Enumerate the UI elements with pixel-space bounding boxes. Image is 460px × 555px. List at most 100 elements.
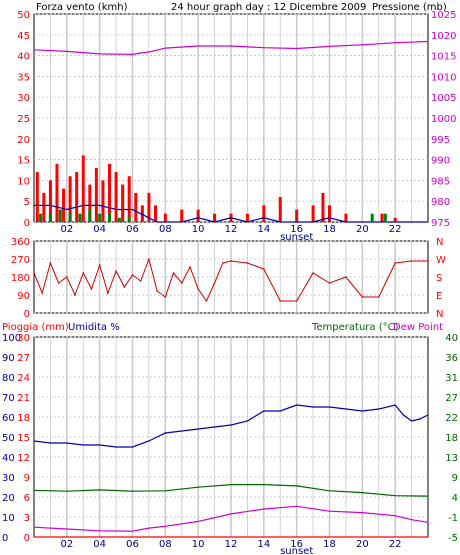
temperature-point xyxy=(230,483,232,486)
chart-title: 24 hour graph day : 12 Dicembre 2009 xyxy=(171,2,366,13)
gust-point xyxy=(82,204,84,206)
wind-bar xyxy=(35,172,39,222)
direction-point xyxy=(41,292,44,294)
direction-point xyxy=(328,282,331,284)
wind-bar xyxy=(121,184,125,222)
pressure-line xyxy=(33,40,429,56)
direction-point xyxy=(189,266,191,268)
dewpoint-point xyxy=(66,528,68,530)
temp-tick-label: 36 xyxy=(445,353,458,364)
humidity-tick-label: 10 xyxy=(2,513,15,524)
gust-point xyxy=(361,221,363,223)
temperature-axis-title: Temperatura (°C) xyxy=(311,322,399,333)
wind-xtick-label: 12 xyxy=(225,224,238,235)
compass-label: E xyxy=(436,291,442,302)
direction-point xyxy=(90,288,93,290)
wind-bar xyxy=(55,163,59,222)
humidity-tick-label: 40 xyxy=(2,453,15,464)
compass-label: N xyxy=(436,237,443,248)
direction-point xyxy=(57,282,60,284)
humidity-point xyxy=(99,444,101,446)
direction-point xyxy=(410,260,413,262)
pressure-point xyxy=(230,45,232,47)
gust-point xyxy=(156,221,158,223)
pressure-tick-label: 985 xyxy=(431,176,450,187)
humidity-point xyxy=(378,408,380,410)
pressure-point xyxy=(296,47,298,50)
direction-point xyxy=(33,272,35,274)
temp-xtick-label: 18 xyxy=(323,539,336,550)
compass-label: S xyxy=(436,273,442,284)
wind-bar xyxy=(153,205,157,222)
temperature-point xyxy=(197,486,199,488)
direction-point xyxy=(213,282,216,284)
wind-bar xyxy=(134,192,138,222)
temp-tick-label: 18 xyxy=(445,433,458,444)
gust-point xyxy=(378,221,380,223)
wind-bar xyxy=(62,188,66,222)
pressure-tick-label: 980 xyxy=(431,197,450,208)
avg-bar xyxy=(68,213,72,222)
pressure-point xyxy=(99,53,101,55)
wind-tick-label: 45 xyxy=(17,31,30,42)
wind-bar xyxy=(75,172,79,222)
temperature-point xyxy=(427,495,429,497)
temp-sunset-label: sunset xyxy=(280,546,313,555)
temp-tick-label: 27 xyxy=(445,393,458,404)
direction-point xyxy=(345,276,347,278)
gust-point xyxy=(140,213,142,215)
avg-bar xyxy=(98,213,102,222)
avg-bar xyxy=(383,213,387,222)
wind-tick-label: 10 xyxy=(17,176,30,187)
pressure-point xyxy=(328,45,331,48)
direction-point xyxy=(172,272,175,274)
direction-point xyxy=(164,296,167,298)
temp-xtick-label: 06 xyxy=(126,539,139,550)
rain-axis-title: Pioggia (mm) xyxy=(2,322,69,333)
temperature-point xyxy=(394,495,396,497)
humidity-point xyxy=(296,404,298,406)
wind-xtick-label: 16 xyxy=(290,224,303,235)
temp-tick-label: 4 xyxy=(452,493,458,504)
humidity-point xyxy=(148,440,150,442)
wind-bar xyxy=(101,180,105,222)
gust-point xyxy=(99,204,101,206)
gust-point xyxy=(148,217,150,219)
gust-point xyxy=(279,221,281,223)
humidity-point xyxy=(279,410,281,412)
humidity-tick-label: 30 xyxy=(2,473,15,484)
gust-point xyxy=(410,221,413,223)
wind-tick-label: 30 xyxy=(17,93,30,104)
direction-point xyxy=(107,292,109,294)
gust-point xyxy=(230,217,232,219)
humidity-point xyxy=(394,404,396,406)
direction-point xyxy=(279,300,282,302)
humidity-point xyxy=(33,440,35,442)
dewpoint-point xyxy=(197,520,199,523)
gust-point xyxy=(312,221,314,223)
humidity-tick-label: 100 xyxy=(2,333,21,344)
pressure-point xyxy=(66,50,68,53)
wind-bar xyxy=(163,213,167,222)
direction-point xyxy=(427,260,429,262)
wind-bar xyxy=(328,205,331,222)
gust-point xyxy=(213,221,216,223)
temp-xtick-label: 16 xyxy=(290,539,303,550)
humidity-point xyxy=(419,418,421,420)
humidity-point xyxy=(402,414,404,416)
direction-point xyxy=(123,286,126,288)
humidity-point xyxy=(66,442,68,444)
rain-tick-label: 6 xyxy=(24,493,30,504)
rain-tick-label: 27 xyxy=(17,353,30,364)
pressure-point xyxy=(427,40,429,43)
temp-xtick-label: 04 xyxy=(93,539,106,550)
gust-point xyxy=(131,208,134,211)
direction-point xyxy=(66,276,68,278)
direction-point xyxy=(361,296,364,298)
rain-tick-label: 24 xyxy=(17,373,30,384)
rain-tick-label: 21 xyxy=(17,393,30,404)
direction-tick-label: 90 xyxy=(17,291,30,302)
rain-tick-label: 30 xyxy=(17,333,30,344)
gust-point xyxy=(66,208,68,211)
gust-point xyxy=(345,221,347,223)
